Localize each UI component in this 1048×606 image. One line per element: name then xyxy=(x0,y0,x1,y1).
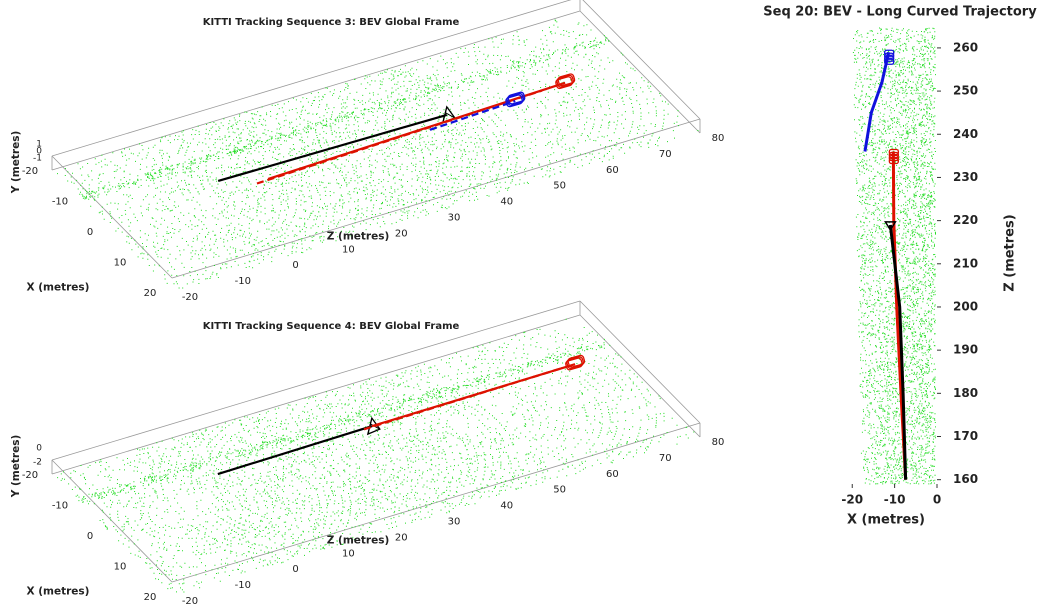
figure: -20-1001020304050607080-20-1001020-101KI… xyxy=(0,0,1048,606)
y-tick-label: 250 xyxy=(953,84,978,98)
z-tick-label: 80 xyxy=(712,437,725,448)
y-tick-label: -2 xyxy=(33,458,42,468)
z-tick-label: 60 xyxy=(606,165,619,176)
z-tick-label: 10 xyxy=(342,548,355,559)
x-axis-label: X (metres) xyxy=(27,282,90,294)
box-edge xyxy=(52,315,580,474)
point-cloud xyxy=(57,20,698,288)
z-tick-label: 10 xyxy=(342,244,355,255)
chart-title: KITTI Tracking Sequence 4: BEV Global Fr… xyxy=(203,321,460,332)
y-tick-label: 220 xyxy=(953,213,978,227)
x-tick-label: -20 xyxy=(22,470,38,481)
z-tick-label: 50 xyxy=(553,181,566,192)
y-tick-label: 210 xyxy=(953,256,978,270)
trajectory xyxy=(865,52,889,151)
box-edge xyxy=(172,119,700,278)
x-tick-label: 10 xyxy=(114,562,127,573)
z-tick-label: 0 xyxy=(292,564,298,575)
x-tick-label: -10 xyxy=(884,493,906,507)
x-tick-label: 20 xyxy=(144,288,157,299)
z-axis-label: Z (metres) xyxy=(327,535,390,547)
box-edge xyxy=(580,315,700,437)
z-tick-label: 0 xyxy=(292,260,298,271)
z-tick-label: 40 xyxy=(500,501,513,512)
box-edge xyxy=(52,460,172,582)
z-tick-label: 50 xyxy=(553,485,566,496)
z-axis-label: Z (metres) xyxy=(327,231,390,243)
y-tick-label: 190 xyxy=(953,343,978,357)
box-edge xyxy=(580,301,700,423)
x-tick-label: -20 xyxy=(841,493,863,507)
box-edge xyxy=(172,423,700,582)
z-tick-label: -20 xyxy=(182,292,198,303)
x-tick-label: 0 xyxy=(933,493,941,507)
y-tick-label: 240 xyxy=(953,127,978,141)
z-tick-label: 60 xyxy=(606,469,619,480)
x-tick-label: -10 xyxy=(52,501,68,512)
y-tick-label: 160 xyxy=(953,472,978,486)
z-tick-label: 80 xyxy=(712,133,725,144)
y-tick-label: 200 xyxy=(953,299,978,313)
x-tick-label: 10 xyxy=(114,258,127,269)
x-tick-label: -20 xyxy=(22,166,38,177)
z-tick-label: -10 xyxy=(235,276,251,287)
z-tick-label: -20 xyxy=(182,596,198,606)
box-edge xyxy=(580,11,700,133)
y-tick-label: 170 xyxy=(953,429,978,443)
x-tick-label: 0 xyxy=(87,227,93,238)
y-axis-label: Z (metres) xyxy=(1003,214,1018,291)
z-tick-label: 40 xyxy=(500,197,513,208)
x-axis-label: X (metres) xyxy=(847,513,925,528)
z-tick-label: 30 xyxy=(448,213,461,224)
car-marker xyxy=(565,355,585,371)
x-tick-label: 0 xyxy=(87,531,93,542)
box-edge xyxy=(52,156,172,278)
box-edge xyxy=(580,0,700,119)
chart-title: KITTI Tracking Sequence 3: BEV Global Fr… xyxy=(203,17,460,28)
x-tick-label: 20 xyxy=(144,592,157,603)
z-tick-label: 20 xyxy=(395,532,408,543)
z-tick-label: 20 xyxy=(395,228,408,239)
trajectory xyxy=(218,426,372,474)
car-marker xyxy=(555,73,575,89)
z-tick-label: 70 xyxy=(659,149,672,160)
y-axis-label: Y (metres) xyxy=(10,435,22,499)
y-tick-label: 0 xyxy=(36,444,42,454)
y-tick-label: 230 xyxy=(953,170,978,184)
y-axis-label: Y (metres) xyxy=(10,131,22,195)
y-tick-label: 180 xyxy=(953,386,978,400)
y-tick-label: 260 xyxy=(953,40,978,54)
y-tick-label: 1 xyxy=(36,140,42,150)
point-cloud xyxy=(57,319,694,592)
chart-title: Seq 20: BEV - Long Curved Trajectory xyxy=(763,5,1037,20)
x-axis-label: X (metres) xyxy=(27,586,90,598)
z-tick-label: 30 xyxy=(448,517,461,528)
x-tick-label: -10 xyxy=(52,197,68,208)
z-tick-label: 70 xyxy=(659,453,672,464)
z-tick-label: -10 xyxy=(235,580,251,591)
box-edge xyxy=(52,11,580,170)
